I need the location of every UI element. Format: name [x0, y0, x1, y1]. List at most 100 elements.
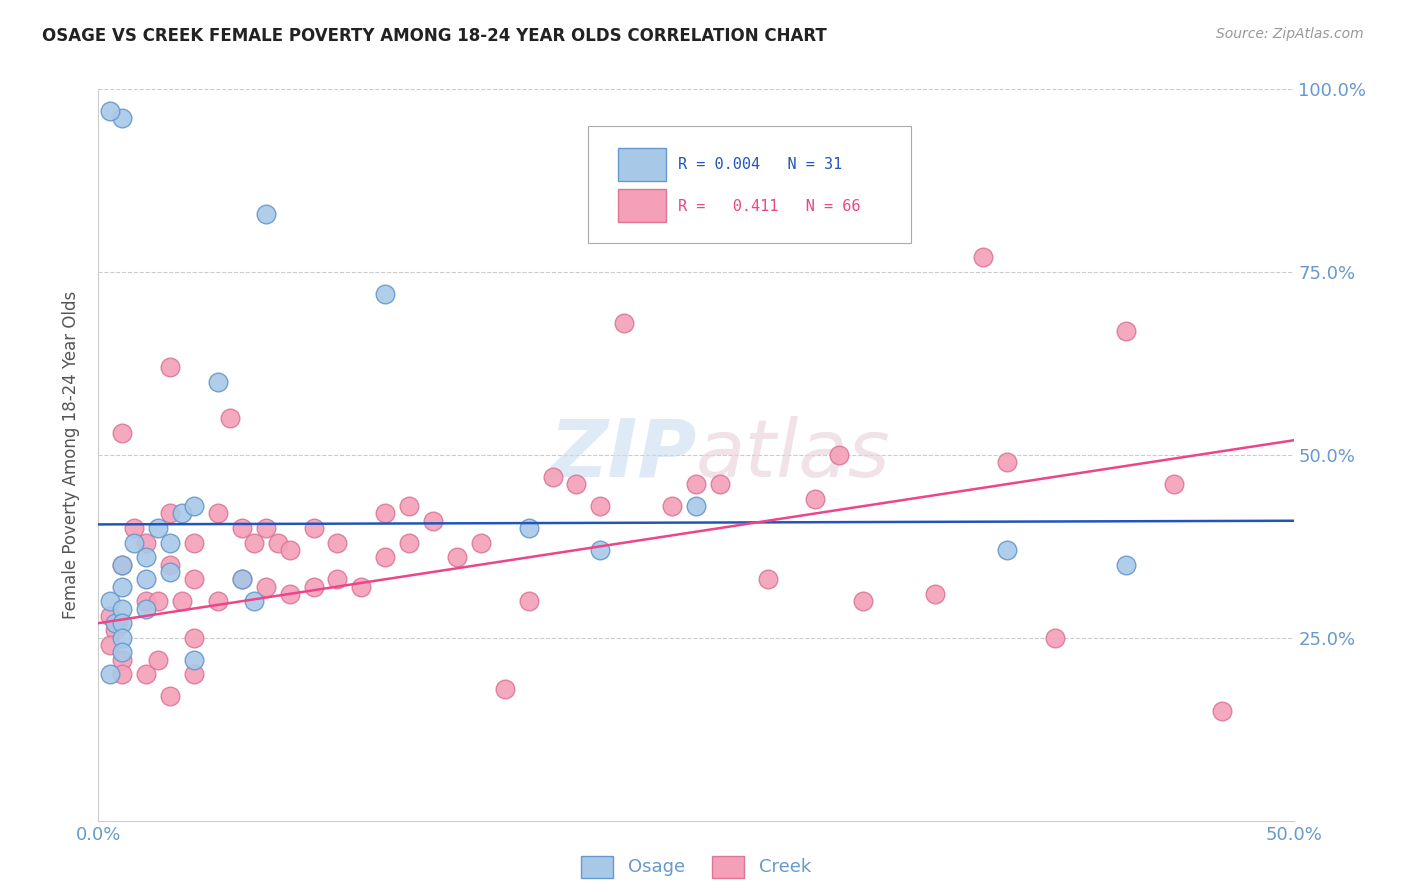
Point [972, 251, 994, 265]
Point [183, 653, 205, 667]
Point [111, 425, 134, 440]
Point [98, 594, 122, 608]
Point [148, 521, 170, 535]
Point [172, 594, 194, 608]
Point [709, 477, 731, 491]
Point [494, 681, 516, 696]
Point [470, 535, 492, 549]
Point [207, 594, 229, 608]
Point [254, 521, 277, 535]
Point [135, 535, 157, 549]
Point [111, 558, 134, 572]
Point [589, 499, 612, 513]
Point [541, 470, 564, 484]
Point [111, 667, 134, 681]
Point [98, 608, 122, 623]
Point [159, 360, 181, 375]
Point [111, 601, 134, 615]
Point [172, 507, 194, 521]
Point [159, 690, 181, 704]
Point [398, 499, 420, 513]
Point [135, 594, 157, 608]
Point [231, 572, 253, 586]
Point [243, 535, 266, 549]
Point [446, 550, 468, 565]
Point [207, 507, 229, 521]
Point [219, 411, 242, 425]
Point [278, 543, 301, 558]
Point [1115, 324, 1137, 338]
Point [148, 594, 170, 608]
Point [374, 550, 396, 565]
Point [111, 631, 134, 645]
Point [183, 572, 205, 586]
Point [135, 601, 157, 615]
Point [98, 104, 122, 119]
Point [302, 521, 325, 535]
Point [111, 616, 134, 631]
Point [565, 477, 588, 491]
Point [278, 587, 301, 601]
Point [995, 543, 1018, 558]
Point [350, 580, 373, 594]
Point [135, 667, 157, 681]
Text: R = 0.004   N = 31: R = 0.004 N = 31 [678, 157, 842, 172]
Point [159, 507, 181, 521]
Point [1163, 477, 1185, 491]
Point [517, 594, 540, 608]
Point [111, 112, 134, 126]
Point [254, 206, 277, 220]
Point [422, 514, 444, 528]
Point [243, 594, 266, 608]
Point [254, 580, 277, 594]
Point [589, 543, 612, 558]
Point [517, 521, 540, 535]
Point [135, 572, 157, 586]
Point [685, 477, 707, 491]
Point [924, 587, 946, 601]
Text: Source: ZipAtlas.com: Source: ZipAtlas.com [1216, 27, 1364, 41]
Point [685, 499, 707, 513]
Point [135, 550, 157, 565]
Point [183, 631, 205, 645]
Point [302, 580, 325, 594]
Point [104, 624, 127, 638]
Point [183, 499, 205, 513]
Point [995, 455, 1018, 469]
Point [98, 667, 122, 681]
Point [374, 507, 396, 521]
Text: OSAGE VS CREEK FEMALE POVERTY AMONG 18-24 YEAR OLDS CORRELATION CHART: OSAGE VS CREEK FEMALE POVERTY AMONG 18-2… [42, 27, 827, 45]
Point [1043, 631, 1066, 645]
Point [159, 535, 181, 549]
Point [231, 521, 253, 535]
Text: ZIP: ZIP [548, 416, 696, 494]
Text: atlas: atlas [696, 416, 891, 494]
Point [374, 287, 396, 301]
Point [1115, 558, 1137, 572]
Point [231, 572, 253, 586]
Point [111, 645, 134, 659]
Point [828, 448, 851, 462]
Point [326, 535, 349, 549]
Point [107, 616, 129, 631]
Point [852, 594, 875, 608]
Point [207, 375, 229, 389]
Point [267, 535, 290, 549]
Point [124, 521, 146, 535]
Point [613, 316, 636, 330]
FancyBboxPatch shape [619, 148, 666, 180]
FancyBboxPatch shape [588, 126, 911, 243]
Y-axis label: Female Poverty Among 18-24 Year Olds: Female Poverty Among 18-24 Year Olds [62, 291, 80, 619]
Point [111, 580, 134, 594]
Point [398, 535, 420, 549]
Point [111, 558, 134, 572]
Point [159, 565, 181, 579]
Point [326, 572, 349, 586]
Point [183, 667, 205, 681]
Point [98, 638, 122, 652]
Point [1211, 704, 1233, 718]
Point [159, 558, 181, 572]
Point [756, 572, 779, 586]
Point [804, 491, 827, 506]
Point [148, 653, 170, 667]
